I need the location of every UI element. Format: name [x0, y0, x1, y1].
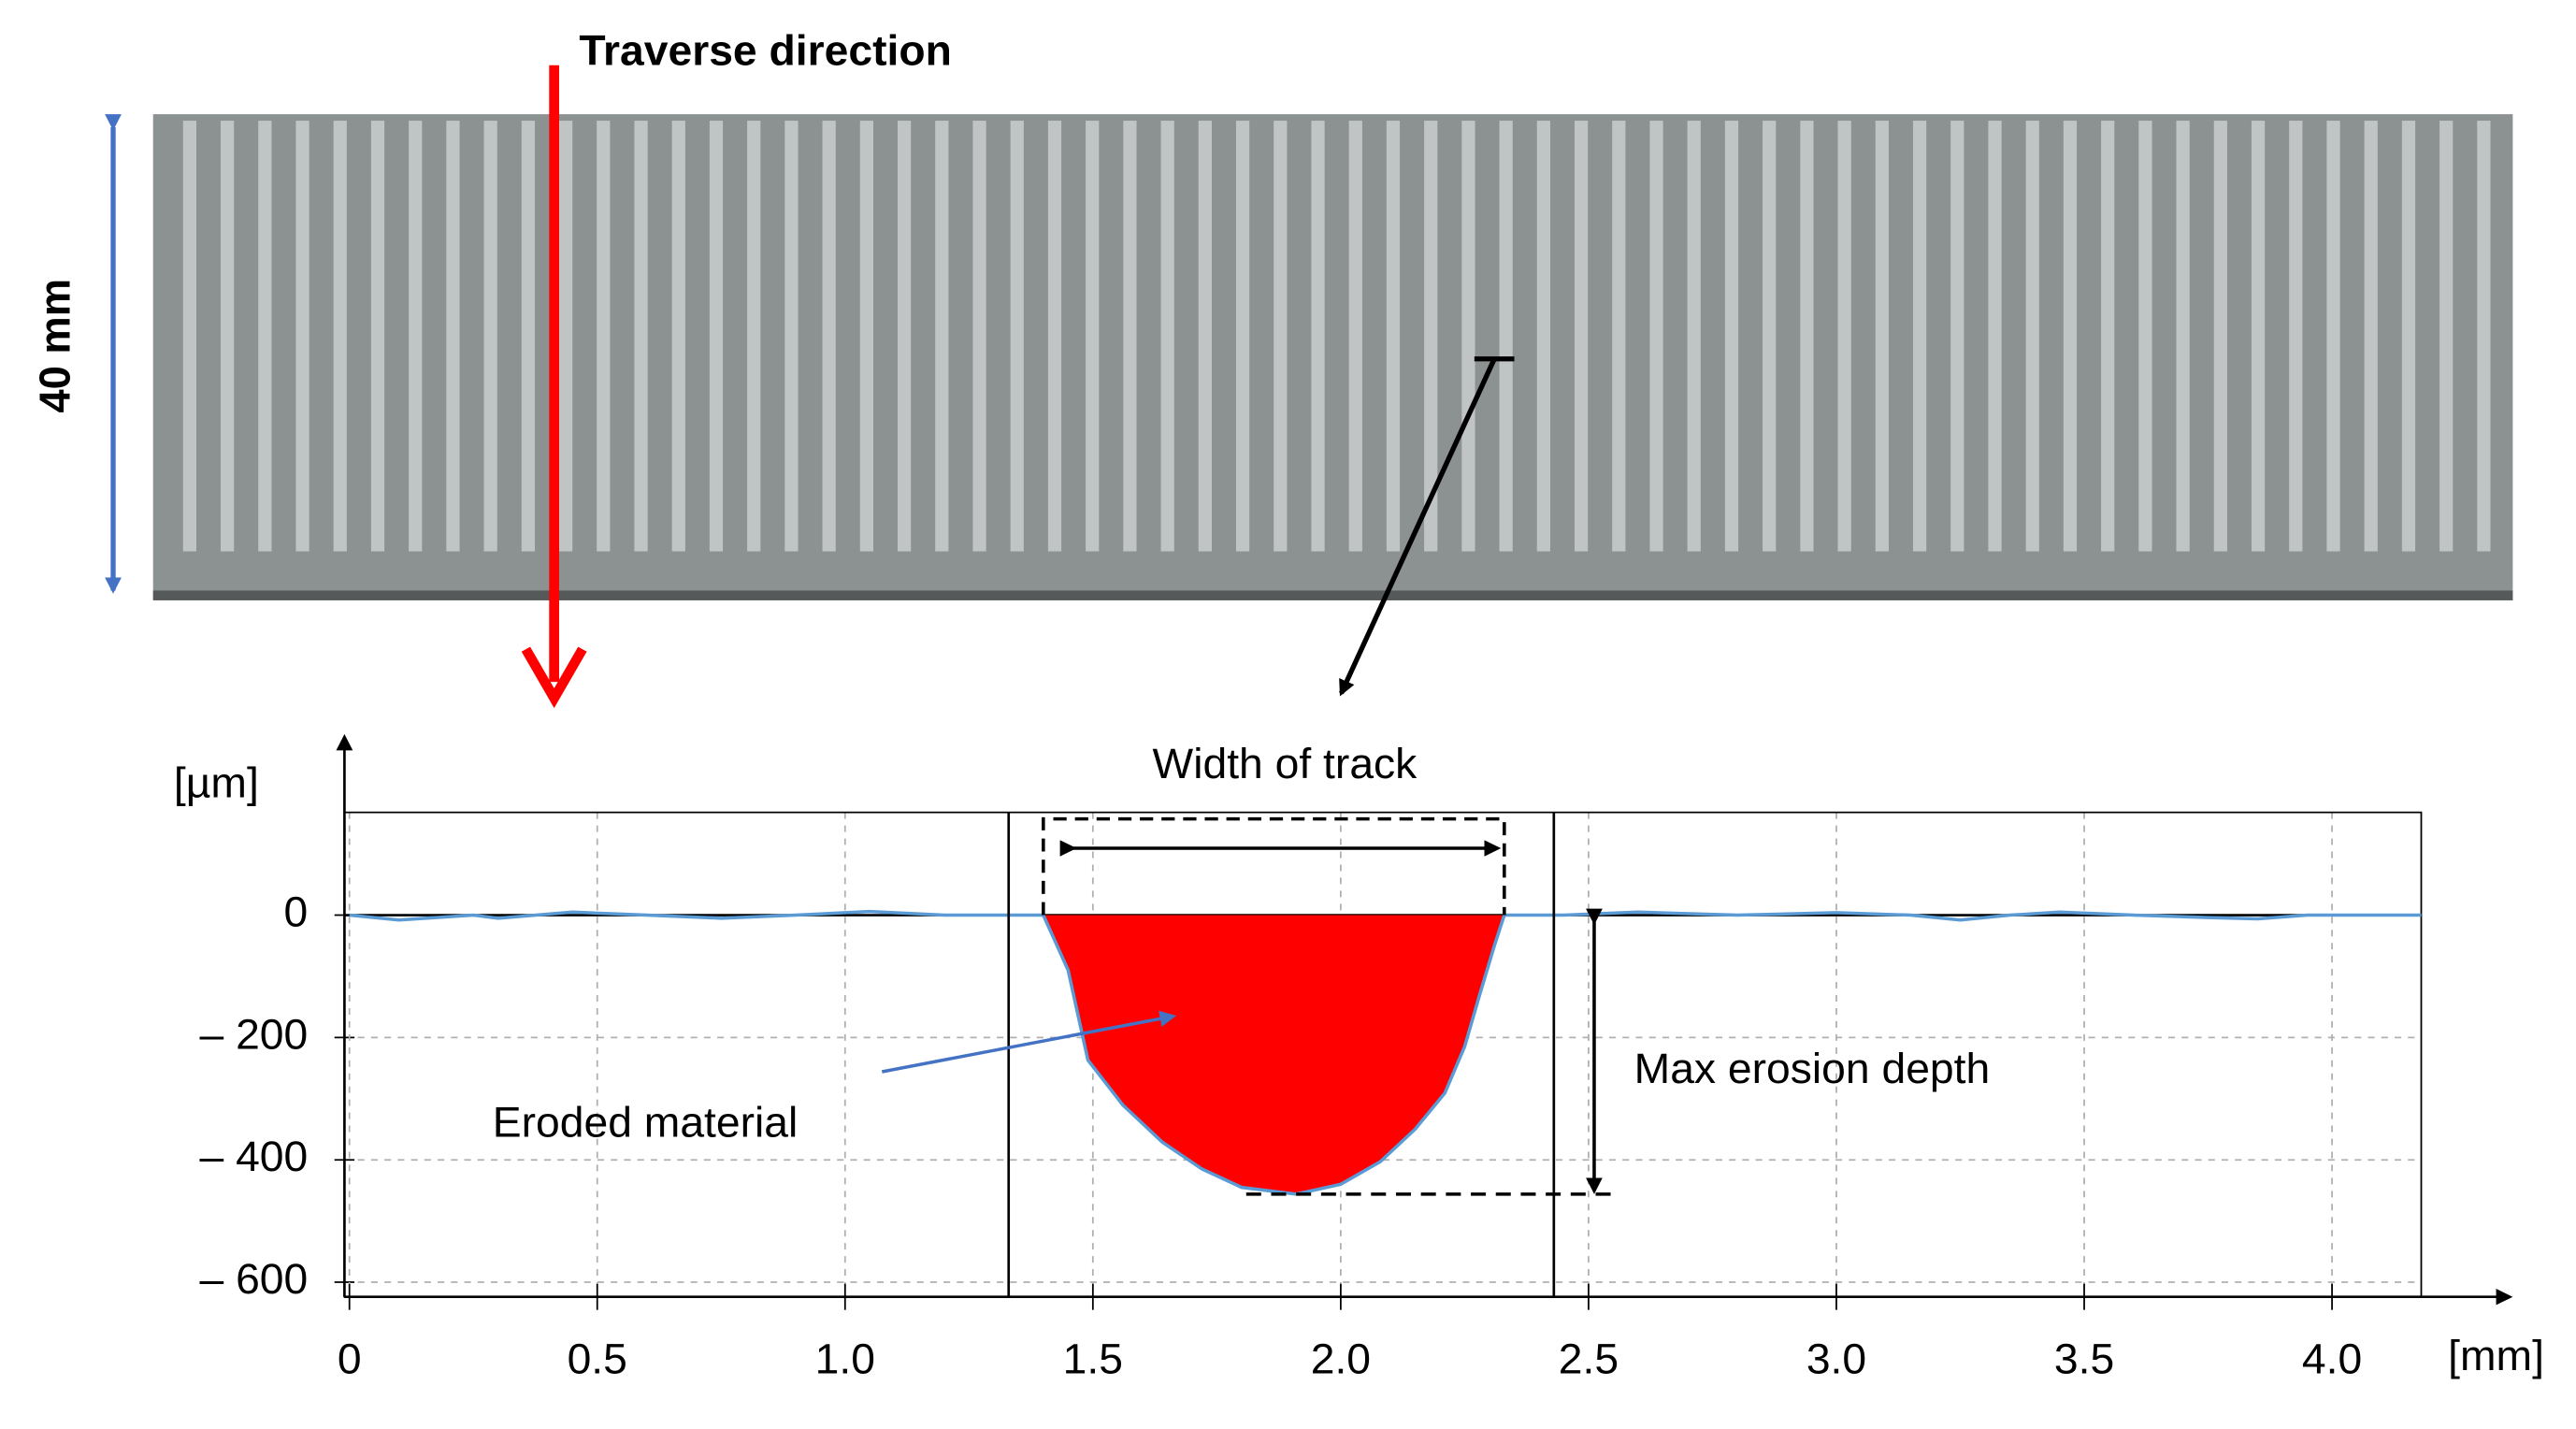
stripe — [859, 121, 873, 552]
eroded-pointer — [881, 1010, 1177, 1074]
stripe — [2439, 121, 2454, 552]
stripe — [1235, 121, 1250, 552]
stripe — [935, 121, 949, 552]
stripe — [2289, 121, 2303, 552]
stripe — [1800, 121, 1814, 552]
eroded-label: Eroded material — [493, 1099, 799, 1146]
x-unit: [mm] — [2448, 1332, 2544, 1378]
y-tick-label: – 200 — [199, 1011, 308, 1058]
stripe — [483, 121, 497, 552]
section-arrow — [1339, 357, 1497, 697]
width-label: 40 mm — [31, 279, 79, 413]
stripe — [333, 121, 347, 552]
stripe — [1837, 121, 1851, 552]
stripe — [1875, 121, 1889, 552]
y-tick-label: – 600 — [199, 1255, 308, 1302]
x-tick-label: 1.5 — [1063, 1335, 1123, 1382]
y-tick-label: 0 — [284, 888, 309, 935]
stripe — [1574, 121, 1589, 552]
stripe — [2477, 121, 2491, 552]
y-tick-label: – 400 — [199, 1133, 308, 1180]
stripe — [897, 121, 912, 552]
stripe — [182, 121, 197, 552]
y-unit: [µm] — [174, 759, 259, 806]
stripe — [370, 121, 385, 552]
width-box — [1042, 816, 1506, 916]
stripe — [558, 121, 573, 552]
stripe — [1386, 121, 1401, 552]
stripe — [1499, 121, 1513, 552]
stripe — [1950, 121, 1964, 552]
stripe — [1988, 121, 2002, 552]
x-tick-label: 2.0 — [1311, 1335, 1371, 1382]
profile-line — [349, 909, 2422, 1196]
specimen — [152, 114, 2513, 600]
stripe — [1160, 121, 1174, 552]
stripe — [1274, 121, 1288, 552]
stripe — [822, 121, 836, 552]
stripe — [2213, 121, 2227, 552]
stripe — [2101, 121, 2115, 552]
stripe — [446, 121, 460, 552]
eroded-area — [1043, 915, 1504, 1194]
stripe — [1424, 121, 1438, 552]
stripe — [2326, 121, 2340, 552]
stripe — [1612, 121, 1626, 552]
direction-label: Traverse direction — [579, 27, 952, 74]
stripe — [1311, 121, 1325, 552]
depth-label: Max erosion depth — [1634, 1045, 1991, 1091]
width-label: Width of track — [1153, 740, 1418, 787]
stripe — [1687, 121, 1701, 552]
stripe — [1198, 121, 1212, 552]
profile-chart: 0 – 200 – 400 – 600 0 0.5 1.0 1.5 2.0 2.5 3.0 3.5 4.… — [174, 733, 2544, 1382]
stripe — [2401, 121, 2416, 552]
stripe — [1086, 121, 1100, 552]
stripe — [295, 121, 309, 552]
stripe — [258, 121, 272, 552]
stripe — [1649, 121, 1663, 552]
stripe — [1763, 121, 1777, 552]
stripe — [784, 121, 799, 552]
stripe — [2025, 121, 2039, 552]
stripe — [2251, 121, 2266, 552]
x-tick-label: 4.0 — [2302, 1335, 2362, 1382]
stripe — [2138, 121, 2152, 552]
stripe — [1461, 121, 1475, 552]
specimen-photo — [152, 114, 2513, 600]
direction-arrowhead — [521, 646, 587, 709]
x-tick-label: 3.5 — [2054, 1335, 2114, 1382]
x-tick-label: 0 — [338, 1335, 362, 1382]
stripe — [1724, 121, 1739, 552]
stripe — [1123, 121, 1137, 552]
x-tick-label: 3.0 — [1806, 1335, 1866, 1382]
stripe — [709, 121, 724, 552]
stripe — [671, 121, 685, 552]
stripe — [747, 121, 761, 552]
stripe — [220, 121, 235, 552]
stripe — [2364, 121, 2378, 552]
stripe — [521, 121, 536, 552]
x-tick-label: 1.0 — [815, 1335, 875, 1382]
stripe — [1047, 121, 1062, 552]
stripe — [1348, 121, 1362, 552]
specimen-edge — [152, 590, 2513, 600]
stripe — [2063, 121, 2078, 552]
stripe — [972, 121, 986, 552]
stripe — [597, 121, 611, 552]
stripe — [409, 121, 423, 552]
x-tick-label: 0.5 — [568, 1335, 627, 1382]
x-tick-label: 2.5 — [1559, 1335, 1619, 1382]
stripe — [634, 121, 648, 552]
stripe — [2176, 121, 2190, 552]
stripe — [1536, 121, 1550, 552]
stripe — [1010, 121, 1024, 552]
stripe — [1912, 121, 1927, 552]
